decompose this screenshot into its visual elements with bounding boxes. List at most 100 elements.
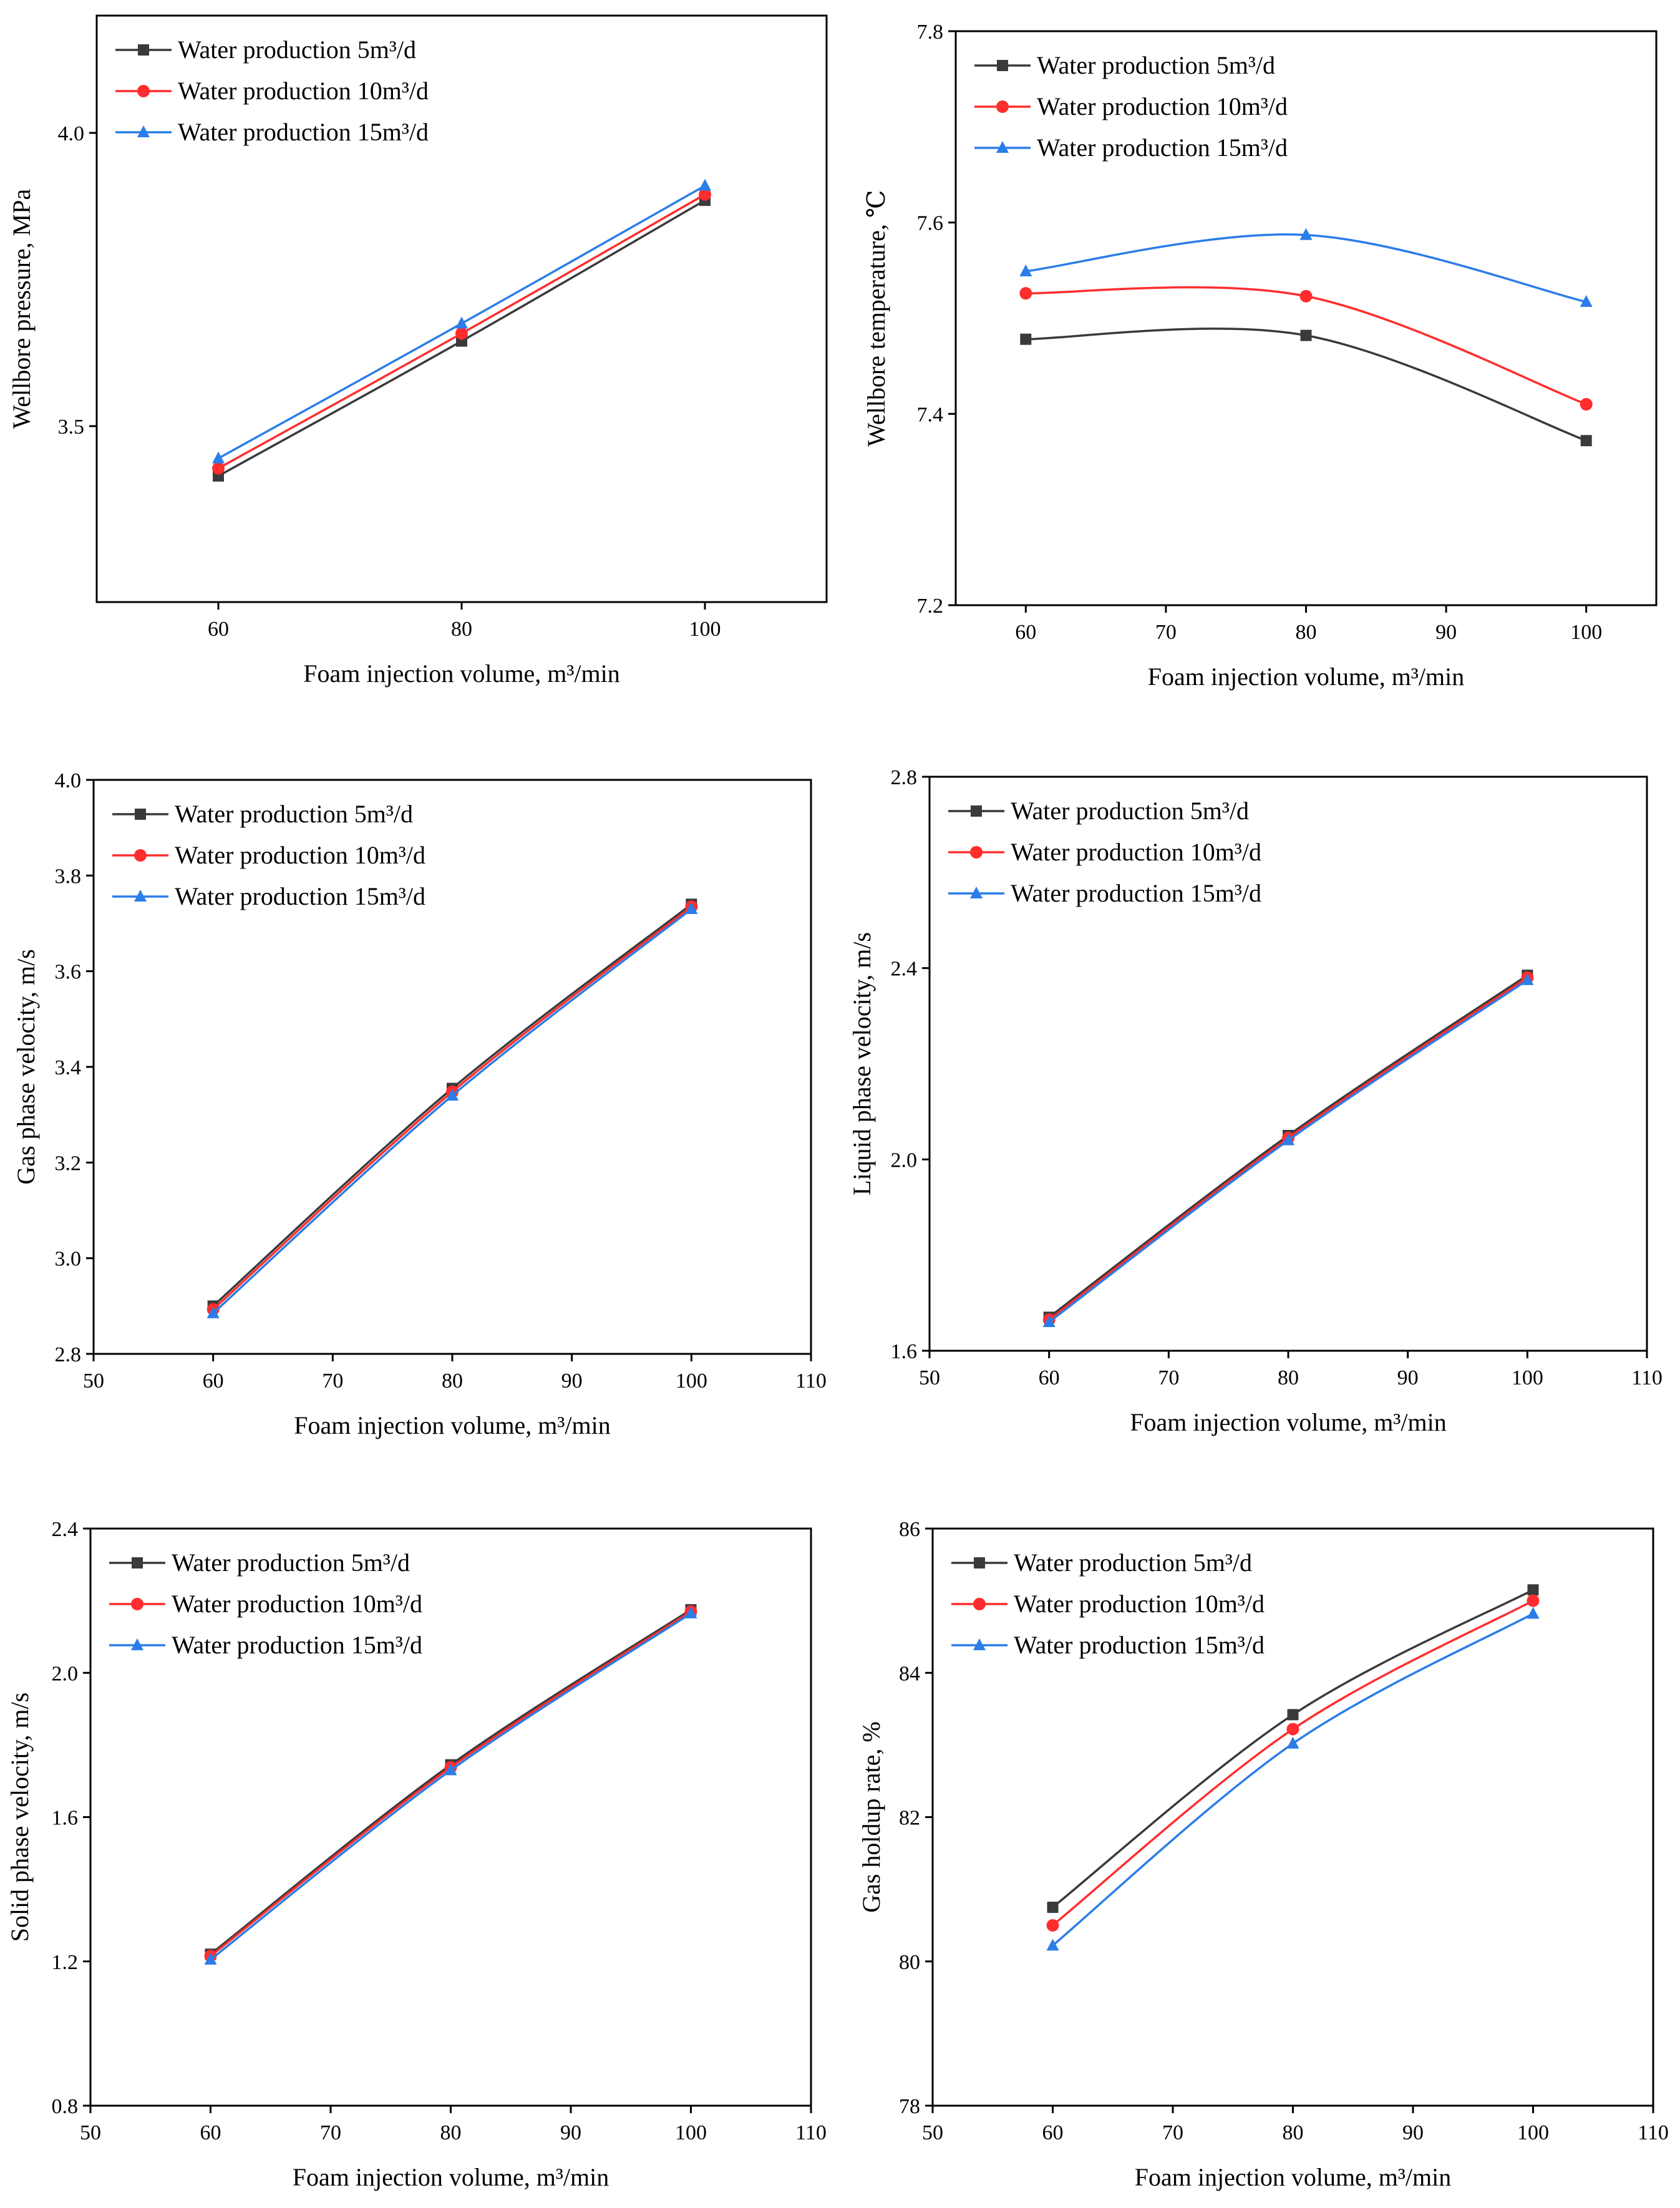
x-tick-label: 110	[1631, 1366, 1663, 1389]
x-tick-label: 110	[795, 2121, 827, 2144]
series-line-3	[212, 908, 692, 1315]
y-tick-label: 3.5	[58, 416, 85, 439]
data-point	[699, 188, 711, 201]
legend-label: Water production 15m³/d	[1014, 1631, 1265, 1659]
legend-marker	[137, 85, 150, 97]
data-point	[455, 316, 468, 329]
chart-panel-4: 50 60 70 80 90 100 110 1.6 2.0 2.4 2.8 Foam injecti…	[848, 766, 1663, 1436]
x-tick-label: 50	[80, 2121, 101, 2144]
legend-label: Water production 15m³/d	[172, 1631, 422, 1659]
y-tick-label: 82	[899, 1807, 920, 1830]
legend-marker	[132, 1557, 143, 1568]
data-point	[1282, 1133, 1294, 1145]
legend-marker	[131, 1598, 143, 1610]
legend-label: Water production 5m³/d	[1011, 797, 1249, 825]
x-tick-label: 50	[922, 2121, 943, 2144]
x-tick-label: 80	[1278, 1366, 1299, 1389]
x-axis-label: Foam injection volume, m³/min	[293, 2163, 609, 2191]
y-tick-label: 3.8	[55, 865, 82, 888]
y-tick-label: 1.2	[52, 1951, 79, 1974]
y-tick-label: 7.4	[917, 403, 944, 426]
data-point	[204, 1952, 217, 1965]
data-point	[699, 178, 711, 191]
legend-label: Water production 10m³/d	[1037, 92, 1288, 120]
x-tick-label: 80	[1296, 621, 1317, 644]
data-point	[212, 462, 225, 475]
x-tick-label: 60	[1042, 2121, 1064, 2144]
x-tick-label: 90	[1397, 1366, 1419, 1389]
legend-label: Water production 5m³/d	[178, 36, 416, 64]
data-point	[206, 1306, 220, 1318]
x-axis-label: Foam injection volume, m³/min	[1130, 1408, 1447, 1436]
x-tick-label: 90	[1402, 2121, 1424, 2144]
x-tick-label: 90	[1435, 621, 1457, 644]
data-point	[1042, 1315, 1056, 1327]
x-tick-label: 60	[208, 618, 229, 641]
x-tick-label: 70	[1155, 621, 1177, 644]
chart-panel-3: 50 60 70 80 90 100 110 2.8 3.0 3.2 3.4 3.6 3.8 4.0 Foa…	[12, 769, 827, 1439]
data-point	[1527, 1594, 1540, 1607]
series-line-2	[210, 1610, 692, 1957]
x-tick-label: 70	[320, 2121, 341, 2144]
x-tick-label: 110	[1638, 2121, 1669, 2144]
x-tick-label: 80	[451, 618, 472, 641]
x-tick-label: 90	[560, 2121, 581, 2144]
y-tick-label: 7.6	[917, 212, 944, 235]
legend-marker	[996, 141, 1009, 153]
series-line-2	[1026, 286, 1587, 406]
data-point	[1580, 398, 1593, 411]
y-tick-label: 2.0	[52, 1662, 79, 1685]
y-axis-label: Liquid phase velocity, m/s	[848, 932, 876, 1195]
data-point	[446, 1089, 459, 1101]
legend-marker	[131, 1638, 143, 1650]
legend-label: Water production 15m³/d	[1037, 134, 1288, 162]
data-point	[1580, 294, 1593, 307]
legend-label: Water production 5m³/d	[1037, 51, 1275, 79]
data-point	[444, 1763, 457, 1776]
data-point	[1019, 287, 1032, 300]
x-tick-label: 100	[1517, 2121, 1549, 2144]
legend-label: Water production 10m³/d	[175, 841, 425, 869]
series-line-3	[1048, 979, 1528, 1323]
legend-marker	[134, 890, 147, 902]
legend-marker	[973, 1638, 986, 1650]
x-tick-label: 70	[1162, 2121, 1183, 2144]
y-axis-label: Gas phase velocity, m/s	[12, 949, 40, 1184]
x-axis-label: Foam injection volume, m³/min	[303, 659, 620, 688]
x-tick-label: 90	[561, 1369, 583, 1393]
legend-marker	[973, 1598, 986, 1610]
data-point	[1047, 1902, 1059, 1914]
x-tick-label: 100	[689, 618, 721, 641]
data-point	[212, 451, 225, 464]
legend-label: Water production 5m³/d	[1014, 1549, 1252, 1577]
y-tick-label: 7.2	[917, 595, 944, 618]
data-point	[1299, 228, 1313, 240]
x-tick-label: 80	[442, 1369, 463, 1393]
x-tick-label: 100	[1512, 1366, 1543, 1389]
legend-marker	[996, 100, 1009, 113]
legend-marker	[135, 809, 146, 820]
legend-marker	[997, 60, 1008, 71]
x-tick-label: 70	[322, 1369, 343, 1393]
chart-panel-5: 50 60 70 80 90 100 110 0.8 1.2 1.6 2.0 2.4 Foam inje…	[6, 1518, 827, 2191]
x-axis-label: Foam injection volume, m³/min	[1148, 663, 1465, 691]
legend-marker	[134, 849, 147, 862]
x-tick-label: 60	[200, 2121, 221, 2144]
data-point	[1580, 435, 1592, 447]
y-tick-label: 4.0	[58, 122, 85, 145]
data-point	[1046, 1919, 1059, 1932]
y-tick-label: 7.8	[917, 21, 944, 44]
data-point	[1019, 264, 1032, 276]
series-line-3	[1052, 1612, 1534, 1947]
legend-label: Water production 10m³/d	[1011, 838, 1261, 866]
x-tick-label: 60	[203, 1369, 224, 1393]
legend-label: Water production 5m³/d	[172, 1549, 410, 1577]
legend-label: Water production 5m³/d	[175, 800, 413, 828]
y-tick-label: 80	[899, 1951, 920, 1974]
legend-label: Water production 15m³/d	[175, 882, 425, 910]
y-tick-label: 2.8	[891, 766, 918, 789]
x-tick-label: 80	[1283, 2121, 1304, 2144]
series-line-3	[210, 1612, 692, 1961]
chart-panel-6: 50 60 70 80 90 100 110 78 80 82 84 86 Foam injection…	[857, 1518, 1669, 2191]
